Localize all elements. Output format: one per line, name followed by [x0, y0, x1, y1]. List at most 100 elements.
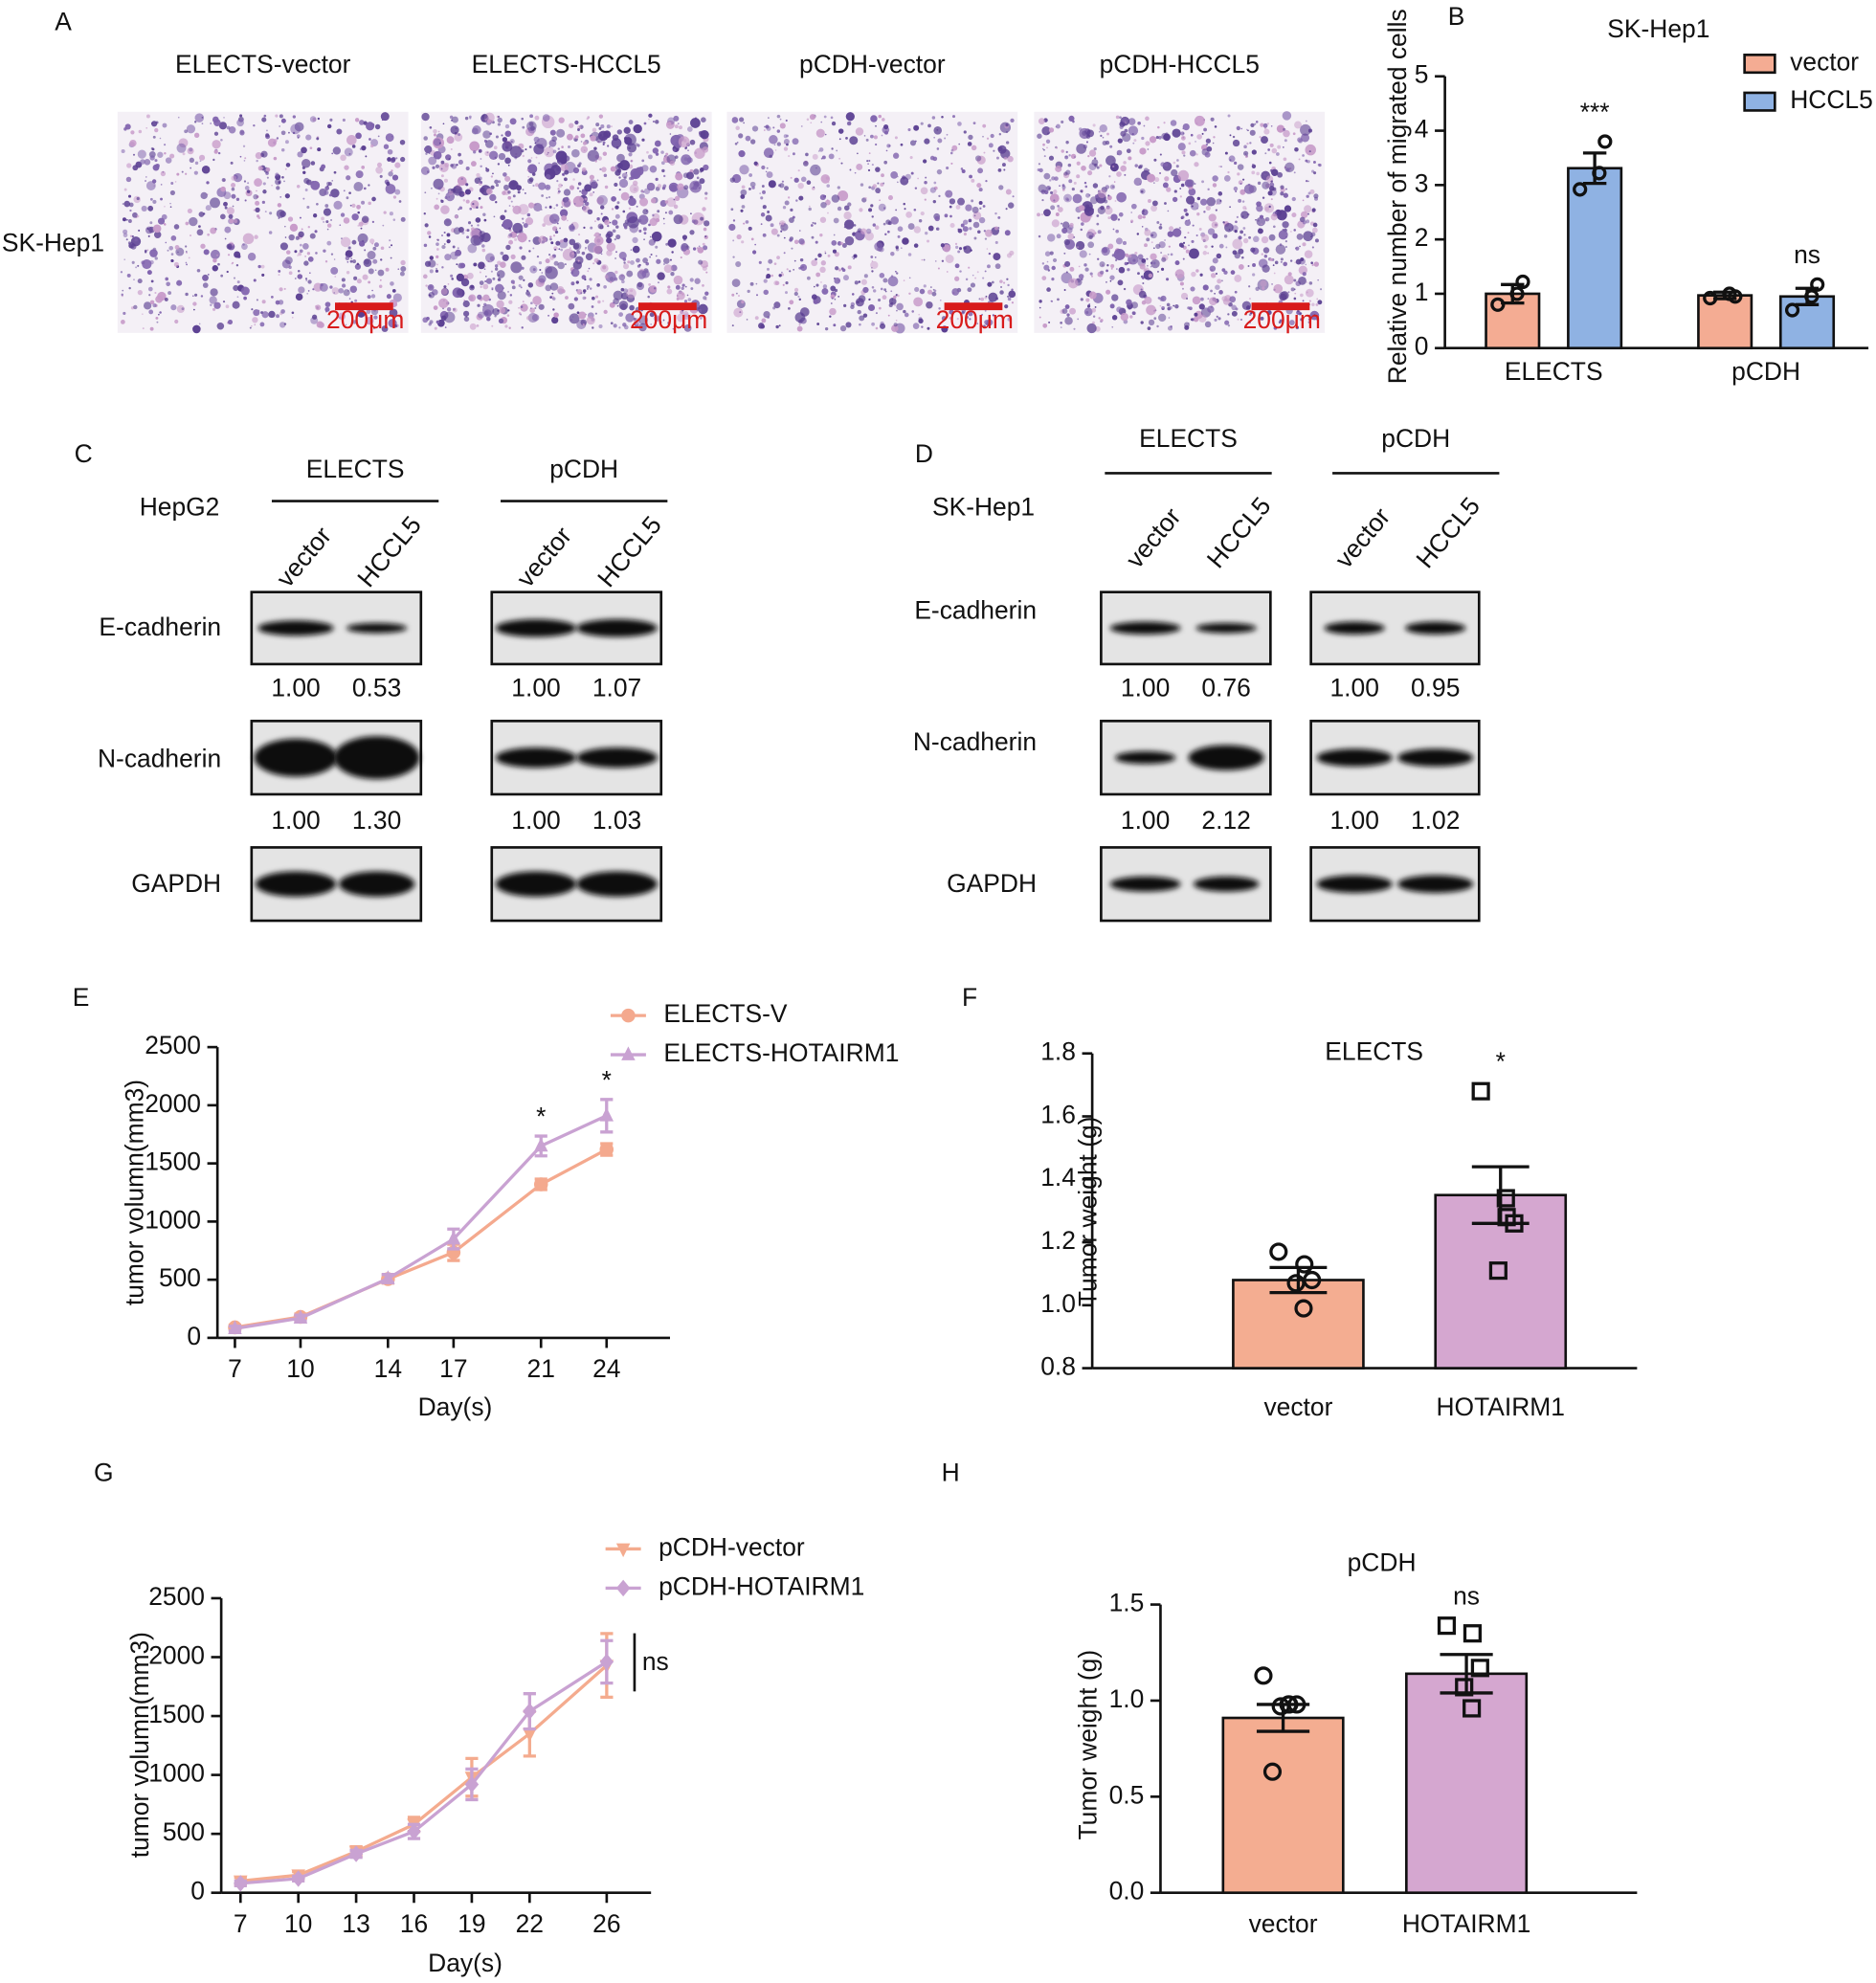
- cell: [394, 162, 401, 168]
- cell: [615, 225, 619, 229]
- cell: [480, 180, 483, 184]
- protein-label: GAPDH: [947, 869, 1037, 898]
- cell: [1260, 123, 1264, 127]
- cell: [618, 178, 629, 189]
- cell: [1262, 264, 1270, 273]
- cell: [1187, 232, 1190, 234]
- cell: [1000, 286, 1002, 288]
- cell: [1302, 199, 1305, 202]
- cell: [694, 147, 705, 159]
- cell: [254, 234, 258, 239]
- cell: [1061, 149, 1064, 153]
- cell: [451, 278, 454, 280]
- cell: [838, 157, 841, 160]
- cell: [1315, 302, 1319, 306]
- cell: [853, 257, 855, 260]
- cell: [247, 253, 257, 261]
- cell: [1115, 237, 1123, 245]
- cell: [571, 148, 580, 158]
- cell: [385, 133, 394, 143]
- cell: [604, 185, 609, 189]
- cell: [1116, 268, 1118, 270]
- cell: [1063, 171, 1068, 176]
- point-marker: [1784, 302, 1800, 318]
- cell: [1212, 233, 1218, 239]
- cell: [999, 279, 1003, 283]
- cell: [1098, 130, 1101, 133]
- cell: [360, 227, 363, 230]
- cell: [1282, 221, 1289, 229]
- cell: [664, 200, 669, 204]
- cell: [467, 243, 478, 254]
- cell: [776, 256, 780, 260]
- cell: [505, 244, 511, 251]
- cell: [632, 180, 638, 187]
- cell: [1082, 130, 1087, 136]
- cell: [1235, 189, 1238, 192]
- cell: [1139, 263, 1146, 270]
- cell: [453, 227, 461, 235]
- cell: [1214, 318, 1217, 322]
- cell: [359, 147, 363, 150]
- cell: [897, 294, 900, 298]
- cell: [607, 145, 610, 147]
- cell: [606, 237, 613, 244]
- cell: [1216, 198, 1222, 205]
- cell: [593, 146, 597, 150]
- cell: [510, 279, 515, 284]
- x-tick-label: HOTAIRM1: [1436, 1393, 1564, 1421]
- cell: [612, 219, 618, 226]
- cell: [170, 235, 177, 241]
- cell: [987, 264, 991, 269]
- cell: [1175, 274, 1178, 276]
- cell: [545, 284, 552, 292]
- cell: [1087, 154, 1090, 158]
- cell: [498, 274, 500, 277]
- cell: [643, 238, 645, 240]
- micrograph-bg: [726, 111, 1018, 333]
- cell: [997, 168, 1002, 172]
- cell: [243, 160, 246, 162]
- cell: [603, 284, 607, 289]
- cell: [598, 323, 603, 329]
- cell: [154, 256, 158, 260]
- cell: [302, 170, 306, 174]
- cell: [457, 247, 459, 250]
- cell: [1304, 205, 1312, 213]
- cell: [1064, 316, 1073, 325]
- point-marker: [1470, 1659, 1489, 1678]
- cell: [498, 152, 506, 161]
- cell: [470, 234, 481, 246]
- cell: [522, 189, 525, 190]
- cell: [1139, 147, 1147, 155]
- cell: [1288, 320, 1295, 326]
- cell: [356, 262, 360, 266]
- cell: [1200, 198, 1208, 206]
- cell: [936, 168, 943, 175]
- cell: [1089, 196, 1098, 205]
- cell: [968, 311, 973, 317]
- cell: [557, 261, 565, 270]
- cell: [586, 316, 595, 325]
- cell: [279, 242, 288, 251]
- cell: [891, 299, 894, 301]
- cell: [1240, 182, 1242, 185]
- cell: [446, 239, 451, 244]
- cell: [951, 149, 955, 152]
- cell: [809, 114, 816, 121]
- cell: [301, 146, 307, 154]
- cell: [491, 324, 494, 327]
- cell: [328, 193, 332, 197]
- cell: [185, 261, 188, 264]
- cell: [521, 266, 525, 270]
- cell: [1313, 171, 1317, 175]
- cell: [616, 153, 625, 163]
- cell: [527, 164, 538, 174]
- cell: [1210, 289, 1213, 293]
- cell: [144, 159, 151, 166]
- cell: [836, 149, 838, 152]
- cell: [929, 286, 932, 288]
- cell: [636, 205, 638, 208]
- cell: [380, 246, 385, 251]
- cell: [972, 221, 980, 229]
